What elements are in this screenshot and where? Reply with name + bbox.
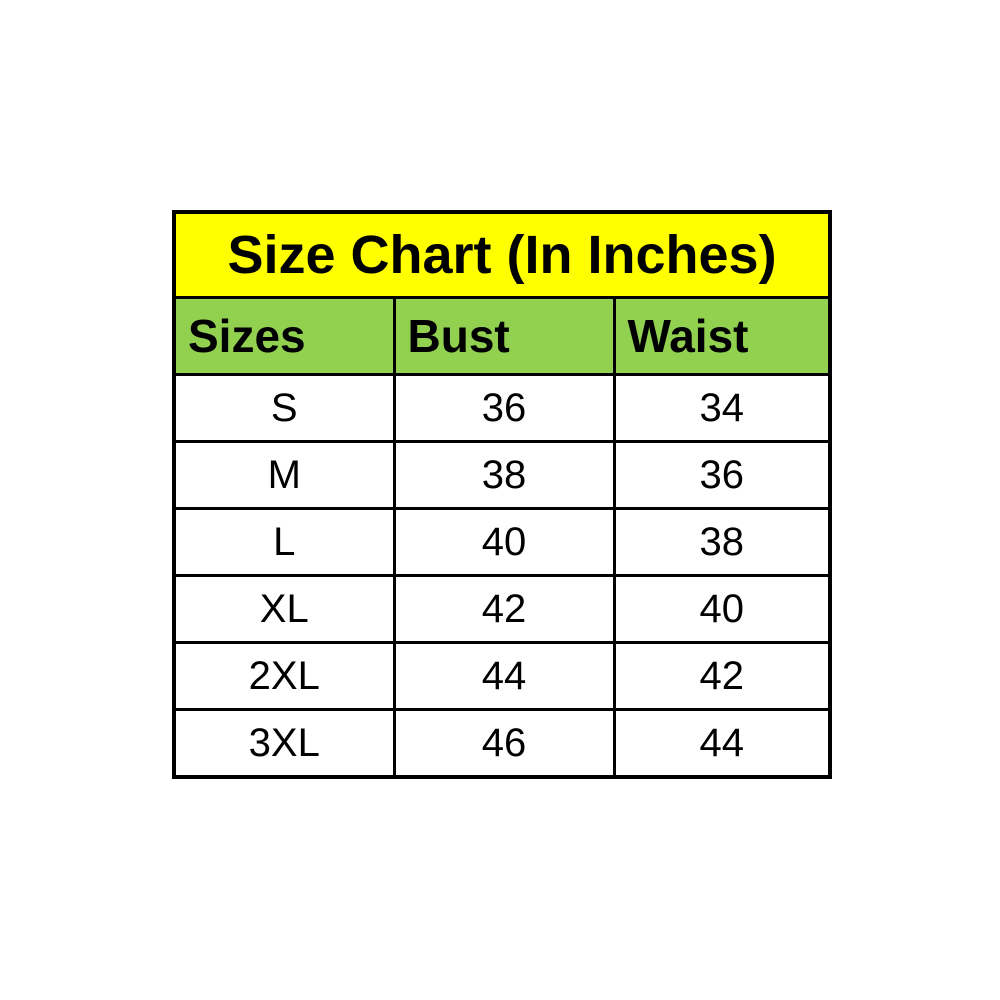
- header-row: Sizes Bust Waist: [172, 296, 832, 376]
- bust-value: 46: [392, 708, 616, 779]
- size-chart-table: Size Chart (In Inches) Sizes Bust Waist …: [172, 210, 833, 779]
- waist-value: 38: [612, 507, 832, 577]
- waist-value: 34: [612, 373, 832, 443]
- table-row: L 40 38: [172, 507, 832, 577]
- bust-value: 40: [392, 507, 616, 577]
- waist-value: 42: [612, 641, 832, 711]
- column-header-sizes: Sizes: [172, 296, 396, 376]
- column-header-waist: Waist: [612, 296, 832, 376]
- table-title: Size Chart (In Inches): [172, 210, 832, 299]
- bust-value: 42: [392, 574, 616, 644]
- table-row: 2XL 44 42: [172, 641, 832, 711]
- column-header-bust: Bust: [392, 296, 616, 376]
- size-value: M: [172, 440, 396, 510]
- size-chart: Size Chart (In Inches) Sizes Bust Waist …: [172, 210, 833, 779]
- table-row: XL 42 40: [172, 574, 832, 644]
- table-row: M 38 36: [172, 440, 832, 510]
- bust-value: 38: [392, 440, 616, 510]
- table-row: S 36 34: [172, 373, 832, 443]
- waist-value: 44: [612, 708, 832, 779]
- bust-value: 36: [392, 373, 616, 443]
- size-value: 2XL: [172, 641, 396, 711]
- size-value: 3XL: [172, 708, 396, 779]
- size-value: XL: [172, 574, 396, 644]
- bust-value: 44: [392, 641, 616, 711]
- size-value: S: [172, 373, 396, 443]
- title-row: Size Chart (In Inches): [172, 210, 832, 299]
- table-row: 3XL 46 44: [172, 708, 832, 779]
- waist-value: 36: [612, 440, 832, 510]
- size-value: L: [172, 507, 396, 577]
- waist-value: 40: [612, 574, 832, 644]
